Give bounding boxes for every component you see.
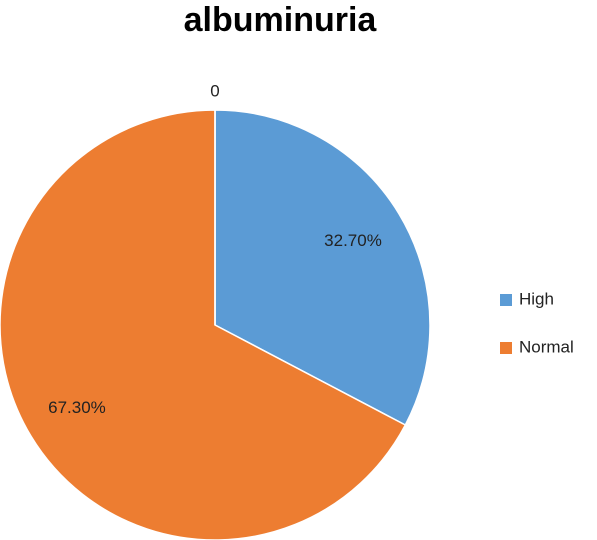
data-label: 67.30%	[48, 398, 106, 417]
chart-title: albuminuria	[184, 1, 378, 39]
legend-label: Normal	[519, 337, 574, 356]
pie-slice	[0, 109, 407, 540]
pie-slice	[214, 109, 431, 427]
data-label: 0	[210, 81, 219, 100]
legend-swatch	[500, 342, 512, 354]
data-label: 32.70%	[324, 231, 382, 250]
legend-label: High	[519, 289, 554, 308]
legend-swatch	[500, 294, 512, 306]
